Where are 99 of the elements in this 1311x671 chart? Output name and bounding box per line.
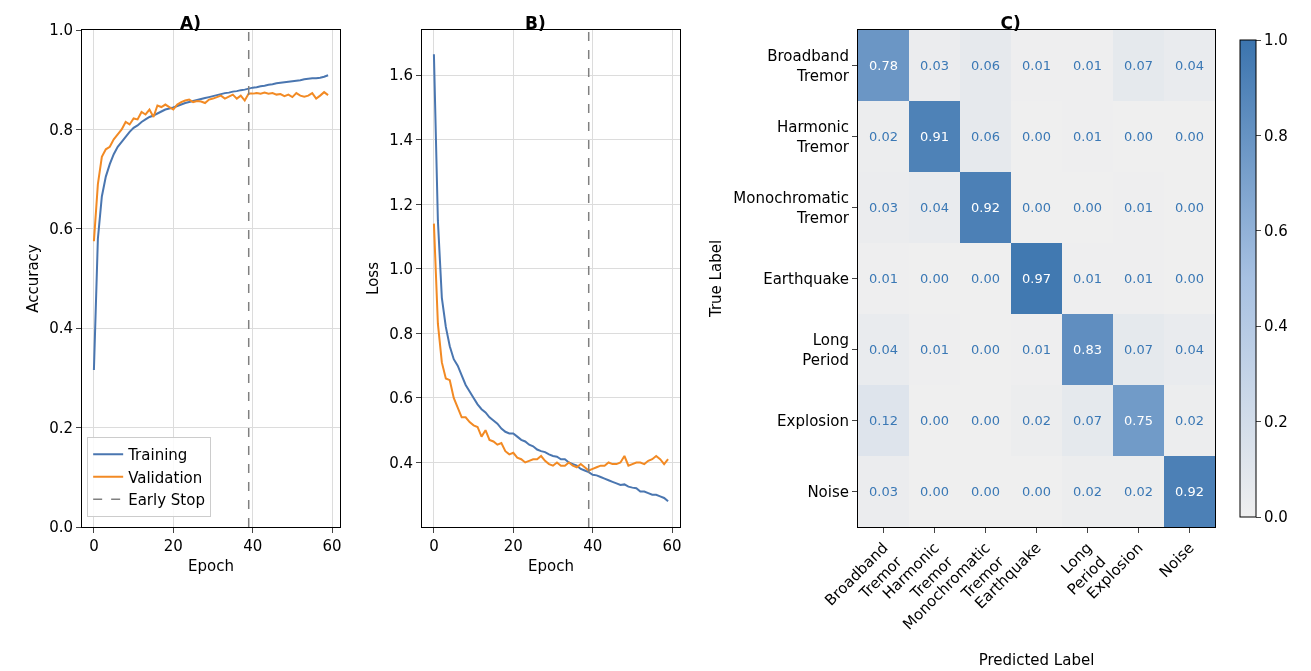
y-tick-label: Harmonic Tremor [776, 118, 850, 156]
data-label: 0.01 [1124, 271, 1153, 286]
data-label: 0.00 [971, 484, 1000, 499]
data-label: 0.97 [1022, 271, 1051, 286]
data-label: 0.06 [971, 58, 1000, 73]
line-series [432, 53, 670, 503]
y-tick-label: Explosion [777, 411, 849, 430]
data-label: 0.02 [1175, 413, 1204, 428]
x-tick-label: 20 [503, 537, 523, 555]
data-label: 0.01 [1073, 271, 1102, 286]
x-tick-label: 0 [89, 537, 99, 555]
legend-label: Training [127, 446, 188, 465]
data-label: 0.01 [1022, 58, 1051, 73]
data-label: 0.00 [1124, 129, 1153, 144]
x-tick-label: 20 [163, 537, 183, 555]
data-label: 0.04 [869, 342, 898, 357]
data-label: 0.01 [920, 342, 949, 357]
data-label: 0.03 [920, 58, 949, 73]
x-tick-label: 60 [322, 537, 342, 555]
data-label: 0.01 [1022, 342, 1051, 357]
color-bar-label: 0.0 [1264, 508, 1288, 527]
data-label: 0.91 [920, 129, 949, 144]
y-tick-label: 0.4 [49, 319, 73, 338]
ref-line-label: Early Stop [128, 491, 205, 510]
data-label: 0.00 [1175, 129, 1204, 144]
data-label: 0.04 [920, 200, 949, 215]
data-label: 0.07 [1073, 413, 1102, 428]
data-label: 0.02 [1073, 484, 1102, 499]
data-label: 0.75 [1124, 413, 1153, 428]
x-tick-label: 0 [429, 537, 439, 555]
chart-title: B) [525, 12, 546, 33]
y-tick-label: Earthquake [763, 269, 849, 288]
y-tick-label: 0.4 [389, 453, 413, 472]
data-label: 0.92 [971, 200, 1000, 215]
data-label: 0.02 [869, 129, 898, 144]
x-tick-label: 40 [583, 537, 603, 555]
y-axis-title: Loss [364, 261, 383, 295]
data-label: 0.02 [1124, 484, 1153, 499]
y-axis-title: True Label [706, 239, 725, 319]
y-tick-label: 0.6 [389, 389, 413, 408]
y-tick-label: 0.8 [389, 324, 413, 343]
data-label: 0.00 [971, 342, 1000, 357]
x-axis-title: Epoch [528, 557, 574, 575]
x-tick-label: 60 [662, 537, 682, 555]
data-label: 0.00 [1022, 200, 1051, 215]
y-tick-label: Long Period [802, 331, 849, 369]
data-label: 0.07 [1124, 342, 1153, 357]
chart-title: C) [1000, 12, 1021, 33]
line-series [432, 222, 670, 472]
data-label: 0.03 [869, 484, 898, 499]
y-tick-label: Broadband Tremor [767, 47, 850, 85]
x-axis-title: Predicted Label [978, 651, 1095, 670]
y-tick-label: 1.4 [389, 130, 413, 149]
line-series [92, 91, 330, 243]
data-label: 0.06 [971, 129, 1000, 144]
y-tick-label: 1.0 [49, 21, 73, 40]
data-label: 0.00 [1022, 129, 1051, 144]
data-label: 0.78 [869, 58, 898, 73]
x-axis-title: Epoch [188, 557, 234, 575]
data-label: 0.02 [1022, 413, 1051, 428]
y-axis-title: Accuracy [24, 244, 43, 313]
data-label: 0.00 [1175, 271, 1204, 286]
color-bar-label: 0.6 [1264, 222, 1288, 241]
data-label: 0.01 [1124, 200, 1153, 215]
y-tick-label: 0.8 [49, 120, 73, 139]
data-label: 0.00 [971, 413, 1000, 428]
data-label: 0.00 [1022, 484, 1051, 499]
color-bar-label: 1.0 [1264, 31, 1288, 50]
data-label: 0.00 [971, 271, 1000, 286]
y-tick-label: 1.2 [389, 195, 413, 214]
data-label: 0.03 [869, 200, 898, 215]
data-label: 0.00 [920, 271, 949, 286]
y-tick-label: 1.0 [389, 260, 413, 279]
data-label: 0.07 [1124, 58, 1153, 73]
y-tick-label: 0.0 [49, 518, 73, 537]
data-label: 0.01 [1073, 129, 1102, 144]
data-label: 0.92 [1175, 484, 1204, 499]
data-label: 0.83 [1073, 342, 1102, 357]
legend-label: Validation [128, 468, 203, 487]
data-label: 0.00 [920, 484, 949, 499]
y-tick-label: 0.6 [49, 220, 73, 239]
x-tick-label: 40 [243, 537, 263, 555]
y-tick-label: Noise [807, 482, 849, 501]
y-tick-label: Monochromatic Tremor [733, 189, 850, 227]
color-bar-label: 0.8 [1264, 126, 1288, 145]
line-series [92, 74, 330, 371]
y-tick-label: 0.2 [49, 418, 73, 437]
data-label: 0.00 [920, 413, 949, 428]
data-label: 0.00 [1175, 200, 1204, 215]
data-label: 0.12 [869, 413, 898, 428]
y-tick-label: 1.6 [389, 66, 413, 85]
chart-title: A) [180, 12, 201, 33]
data-label: 0.04 [1175, 342, 1204, 357]
data-label: 0.01 [869, 271, 898, 286]
color-bar-label: 0.2 [1264, 412, 1288, 431]
color-bar-label: 0.4 [1264, 317, 1288, 336]
data-label: 0.04 [1175, 58, 1204, 73]
data-label: 0.00 [1073, 200, 1102, 215]
data-label: 0.01 [1073, 58, 1102, 73]
